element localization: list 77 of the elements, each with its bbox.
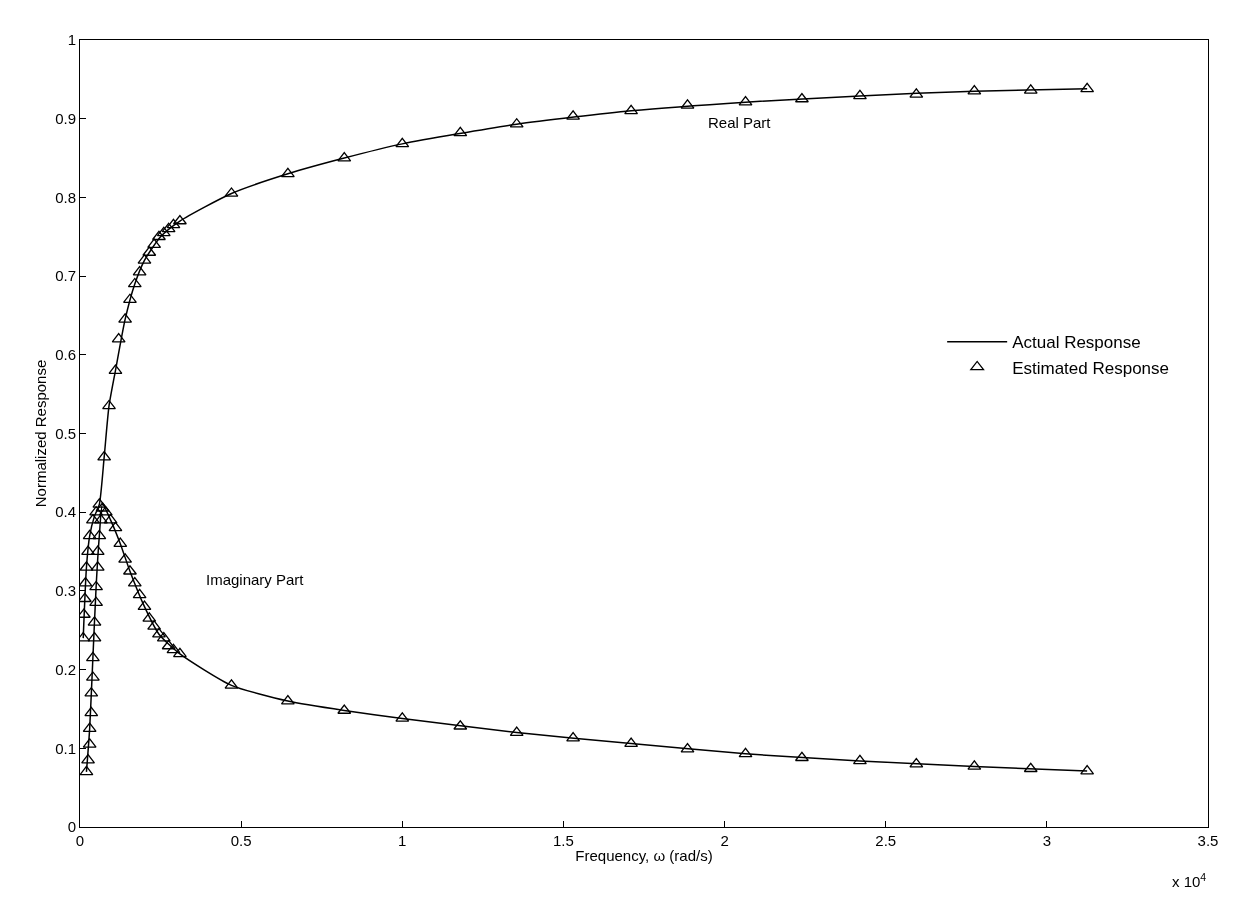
point [89,580,104,591]
point [1080,764,1095,775]
y-tick-label: 0.6 [55,346,76,364]
point [80,576,93,587]
y-tick-label: 0.2 [55,660,76,678]
annotation: Real Part [708,114,772,131]
point [172,647,187,658]
point [111,332,126,343]
y-tick-label: 0.5 [55,424,76,442]
point [85,651,100,662]
point [453,126,468,137]
point [151,230,166,241]
point [84,706,99,717]
point [794,92,809,103]
point [113,537,128,548]
point [132,588,147,599]
point [137,600,152,611]
x-tick-label: 1 [398,832,407,849]
x-tick-label: 2.5 [875,832,897,849]
point [127,277,142,288]
legend-label: Actual Response [1012,333,1141,353]
point [852,754,867,765]
point [147,238,162,249]
point [108,521,123,532]
point [337,151,352,162]
point [166,218,181,229]
point [566,731,581,742]
point [156,631,171,642]
y-axis-title: Normalized Response [32,359,50,508]
point [97,450,112,461]
point [280,694,295,705]
y-tick-label: 0.3 [55,582,76,600]
point [103,513,118,524]
x-tick-label: 3 [1042,832,1052,849]
x-tick-label: 3.5 [1197,832,1219,849]
point [127,576,142,587]
point [85,513,100,524]
x-tick-label: 2 [720,832,729,849]
point [172,214,187,225]
y-tick-label: 0.8 [55,188,76,206]
y-tick-label: 0.7 [55,267,76,285]
point [92,529,107,540]
point [680,742,695,753]
point [738,747,753,758]
legend-label: Estimated Response [1012,358,1170,378]
annotation: Imaginary Part [206,571,305,588]
x-tick-label: 1.5 [553,832,574,849]
point [166,643,181,654]
point [280,167,295,178]
y-tick-label: 0.9 [55,109,76,127]
y-tick-label: 0.4 [55,503,76,521]
point [395,137,410,148]
y-tick-label: 1 [67,31,76,49]
point [87,631,102,642]
y-tick-label: 0 [67,818,76,836]
x-axis-title: Frequency, ω (rad/s) [575,847,713,864]
point [1023,762,1038,773]
point [82,529,97,540]
point [93,513,108,524]
text: x 10$^{4}$ [1172,871,1207,891]
point [80,765,94,776]
point [624,104,639,115]
point [909,757,924,768]
point [122,293,137,304]
point [82,722,97,733]
x-tick-label: 0.5 [230,832,252,849]
point [1080,82,1095,93]
y-tick-label: 0.1 [55,739,76,757]
point [81,753,96,764]
point [156,226,171,237]
point [161,222,176,233]
point [852,89,867,100]
point [102,399,117,410]
point [161,639,176,650]
point [794,751,809,762]
point [80,561,94,571]
point [89,596,104,607]
